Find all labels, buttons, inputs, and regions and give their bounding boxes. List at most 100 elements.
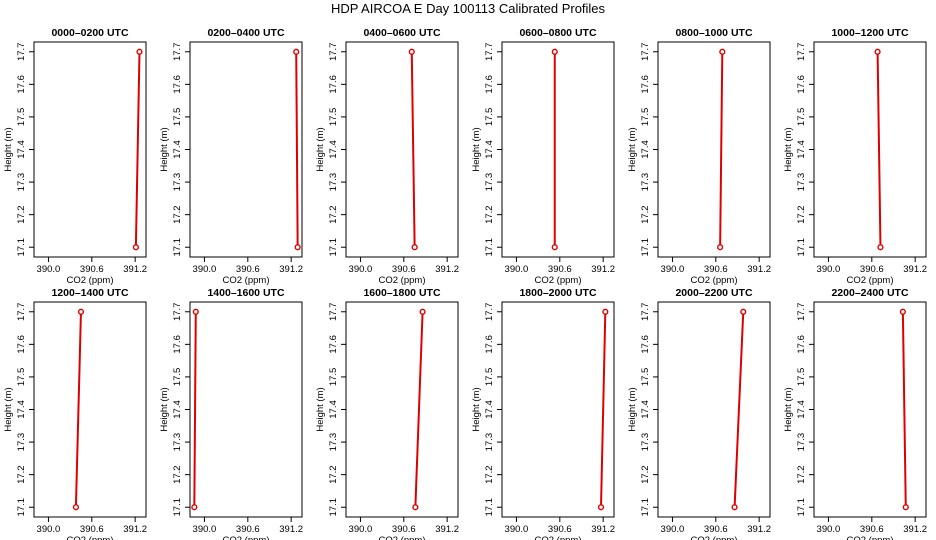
y-tick-label: 17.3 <box>16 433 27 452</box>
data-point <box>77 308 85 315</box>
plot-frame <box>189 301 303 518</box>
y-tick-label: 17.1 <box>640 238 651 257</box>
y-tick-label: 17.4 <box>796 140 807 159</box>
panel-title: 1200–1400 UTC <box>51 287 128 299</box>
y-tick-label: 17.6 <box>16 335 27 354</box>
y-tick-label: 17.1 <box>16 498 27 517</box>
y-tick-label: 17.6 <box>796 75 807 94</box>
x-tick-label: 391.2 <box>591 524 615 535</box>
y-tick-label: 17.7 <box>16 43 27 62</box>
y-tick-label: 17.2 <box>328 465 339 484</box>
x-tick-label: 391.2 <box>747 264 771 275</box>
y-tick-label: 17.4 <box>172 140 183 159</box>
plot-frame <box>33 301 147 518</box>
y-tick-label: 17.4 <box>796 400 807 419</box>
y-tick-label: 17.4 <box>172 400 183 419</box>
x-tick-label: 391.2 <box>279 264 303 275</box>
x-tick-label: 391.2 <box>747 524 771 535</box>
data-point <box>294 244 301 251</box>
y-tick-label: 17.7 <box>328 303 339 322</box>
data-point <box>192 308 199 315</box>
panel: 2000–2200 UTC 390.0 390.6 391.2 CO2 (ppm) 17.… <box>627 287 771 540</box>
panel: 0400–0600 UTC 390.0 390.6 391.2 CO2 (ppm) 17.… <box>315 27 459 286</box>
panel-title: 1600–1800 UTC <box>363 287 440 299</box>
data-point <box>719 48 726 55</box>
x-tick-label: 390.0 <box>193 524 217 535</box>
y-tick-label: 17.1 <box>328 238 339 257</box>
y-tick-label: 17.6 <box>172 335 183 354</box>
y-tick-label: 17.5 <box>796 368 807 387</box>
y-tick-label: 17.7 <box>484 303 495 322</box>
profile-line <box>876 51 882 248</box>
panel-title: 0800–1000 UTC <box>675 27 752 39</box>
y-tick-label: 17.1 <box>172 238 183 257</box>
y-tick-label: 17.4 <box>16 140 27 159</box>
plot-frame <box>345 301 459 518</box>
panel-title: 0000–0200 UTC <box>51 27 128 39</box>
x-tick-label: 390.6 <box>392 264 416 275</box>
x-tick-label: 390.0 <box>661 524 685 535</box>
y-tick-label: 17.5 <box>640 108 651 127</box>
profile-line <box>901 311 907 508</box>
y-tick-label: 17.4 <box>640 140 651 159</box>
y-tick-label: 17.3 <box>640 433 651 452</box>
x-tick-label: 390.6 <box>704 524 728 535</box>
x-tick-label: 390.0 <box>193 264 217 275</box>
data-point <box>191 504 198 511</box>
y-tick-label: 17.3 <box>328 173 339 192</box>
panel-title: 0400–0600 UTC <box>363 27 440 39</box>
panel: 1400–1600 UTC 390.0 390.6 391.2 CO2 (ppm) 17.… <box>159 287 303 540</box>
y-axis-label: Height (m) <box>159 387 170 431</box>
profile-line <box>193 311 197 508</box>
y-tick-label: 17.4 <box>484 140 495 159</box>
x-axis-label: CO2 (ppm) <box>535 535 582 540</box>
y-tick-label: 17.3 <box>484 173 495 192</box>
profile-line <box>74 311 82 508</box>
y-tick-label: 17.5 <box>328 108 339 127</box>
y-tick-label: 17.2 <box>328 205 339 224</box>
y-tick-label: 17.6 <box>328 335 339 354</box>
y-tick-label: 17.1 <box>640 498 651 517</box>
x-axis-label: CO2 (ppm) <box>691 275 738 286</box>
x-tick-label: 390.0 <box>37 524 61 535</box>
x-tick-label: 390.6 <box>80 524 104 535</box>
panel-title: 1800–2000 UTC <box>519 287 596 299</box>
y-tick-label: 17.1 <box>16 238 27 257</box>
y-tick-label: 17.6 <box>484 335 495 354</box>
y-axis-label: Height (m) <box>159 127 170 171</box>
plot-frame <box>657 301 771 518</box>
panel-title: 2200–2400 UTC <box>831 287 908 299</box>
y-tick-label: 17.7 <box>796 43 807 62</box>
data-point <box>597 504 605 511</box>
x-axis-label: CO2 (ppm) <box>691 535 738 540</box>
data-point <box>740 308 747 315</box>
x-tick-label: 390.0 <box>37 264 61 275</box>
y-tick-label: 17.7 <box>328 43 339 62</box>
profile-line <box>733 311 745 508</box>
y-tick-label: 17.5 <box>328 368 339 387</box>
profile-line <box>134 51 141 248</box>
profile-line <box>295 51 299 248</box>
x-tick-label: 390.0 <box>505 524 529 535</box>
x-tick-label: 391.2 <box>279 524 303 535</box>
y-axis-label: Height (m) <box>315 127 326 171</box>
x-tick-label: 390.6 <box>392 524 416 535</box>
y-tick-label: 17.6 <box>484 75 495 94</box>
y-tick-label: 17.7 <box>796 303 807 322</box>
x-tick-label: 391.2 <box>123 264 147 275</box>
x-tick-label: 391.2 <box>903 264 927 275</box>
y-tick-label: 17.3 <box>640 173 651 192</box>
x-axis-label: CO2 (ppm) <box>67 535 114 540</box>
data-point <box>412 504 419 511</box>
y-tick-label: 17.1 <box>796 498 807 517</box>
plot-frame <box>501 41 615 258</box>
y-tick-label: 17.2 <box>640 205 651 224</box>
panel: 0800–1000 UTC 390.0 390.6 391.2 CO2 (ppm) 17.… <box>627 27 771 286</box>
y-tick-label: 17.3 <box>796 433 807 452</box>
plot-frame <box>345 41 459 258</box>
data-point <box>717 244 724 251</box>
y-tick-label: 17.5 <box>484 108 495 127</box>
panel: 2200–2400 UTC 390.0 390.6 391.2 CO2 (ppm) 17.… <box>783 287 927 540</box>
y-axis-label: Height (m) <box>3 127 14 171</box>
figure-title: HDP AIRCOA E Day 100113 Calibrated Profi… <box>330 1 606 16</box>
